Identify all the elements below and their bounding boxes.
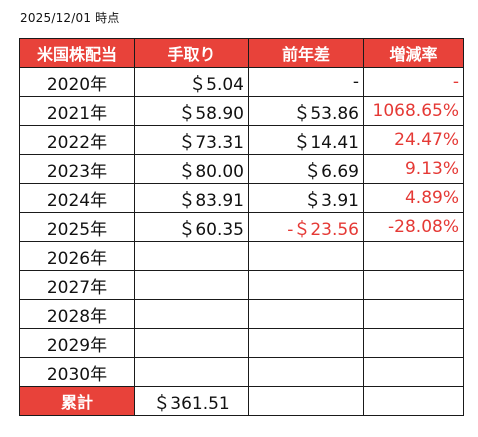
rate-cell (363, 328, 464, 358)
year-cell: 2029年 (19, 328, 135, 358)
header-row: 米国株配当 手取り 前年差 増減率 (19, 38, 464, 68)
rate-cell: -28.08% (363, 212, 464, 242)
year-cell: 2021年 (19, 96, 135, 126)
diff-cell (248, 241, 364, 271)
table-row: 2022年 ＄73.31 ＄14.41 24.47% (19, 125, 464, 155)
rate-cell (363, 270, 464, 300)
diff-cell (248, 270, 364, 300)
year-cell: 2025年 (19, 212, 135, 242)
timestamp-label: 2025/12/01 時点 (20, 11, 120, 25)
payment-cell: ＄60.35 (134, 212, 249, 242)
year-cell: 2027年 (19, 270, 135, 300)
table-row: 2025年 ＄60.35 -＄23.56 -28.08% (19, 212, 464, 242)
total-empty-cell (248, 386, 364, 416)
table-row: 2024年 ＄83.91 ＄3.91 4.89% (19, 183, 464, 213)
year-cell: 2023年 (19, 154, 135, 184)
header-payment: 手取り (134, 38, 249, 68)
diff-cell: ＄53.86 (248, 96, 364, 126)
dividend-table: 米国株配当 手取り 前年差 増減率 2020年 ＄5.04 - - 2021年 … (19, 38, 464, 416)
header-rate: 増減率 (363, 38, 464, 68)
table-row: 2023年 ＄80.00 ＄6.69 9.13% (19, 154, 464, 184)
rate-cell: 9.13% (363, 154, 464, 184)
rate-cell (363, 357, 464, 387)
payment-cell: ＄73.31 (134, 125, 249, 155)
payment-cell (134, 241, 249, 271)
total-value: ＄361.51 (134, 386, 249, 416)
year-cell: 2026年 (19, 241, 135, 271)
table-row: 2030年 (19, 357, 464, 387)
payment-cell: ＄83.91 (134, 183, 249, 213)
diff-cell (248, 357, 364, 387)
diff-cell: -＄23.56 (248, 212, 364, 242)
total-row: 累計 ＄361.51 (19, 386, 464, 416)
rate-cell: 1068.65% (363, 96, 464, 126)
diff-cell (248, 299, 364, 329)
payment-cell (134, 357, 249, 387)
payment-cell: ＄80.00 (134, 154, 249, 184)
payment-cell (134, 328, 249, 358)
payment-cell (134, 299, 249, 329)
payment-cell: ＄5.04 (134, 67, 249, 97)
table-row: 2029年 (19, 328, 464, 358)
header-year: 米国株配当 (19, 38, 135, 68)
year-cell: 2024年 (19, 183, 135, 213)
total-empty-cell (363, 386, 464, 416)
table-row: 2021年 ＄58.90 ＄53.86 1068.65% (19, 96, 464, 126)
diff-cell: ＄6.69 (248, 154, 364, 184)
diff-cell: ＄3.91 (248, 183, 364, 213)
payment-cell: ＄58.90 (134, 96, 249, 126)
rate-cell (363, 241, 464, 271)
table-row: 2027年 (19, 270, 464, 300)
rate-cell: 4.89% (363, 183, 464, 213)
diff-cell: ＄14.41 (248, 125, 364, 155)
diff-cell (248, 328, 364, 358)
table-row: 2026年 (19, 241, 464, 271)
diff-cell: - (248, 67, 364, 97)
rate-cell: - (363, 67, 464, 97)
payment-cell (134, 270, 249, 300)
header-diff: 前年差 (248, 38, 364, 68)
rate-cell (363, 299, 464, 329)
year-cell: 2020年 (19, 67, 135, 97)
table-row: 2028年 (19, 299, 464, 329)
year-cell: 2028年 (19, 299, 135, 329)
year-cell: 2022年 (19, 125, 135, 155)
year-cell: 2030年 (19, 357, 135, 387)
rate-cell: 24.47% (363, 125, 464, 155)
table-row: 2020年 ＄5.04 - - (19, 67, 464, 97)
total-label: 累計 (19, 386, 135, 416)
